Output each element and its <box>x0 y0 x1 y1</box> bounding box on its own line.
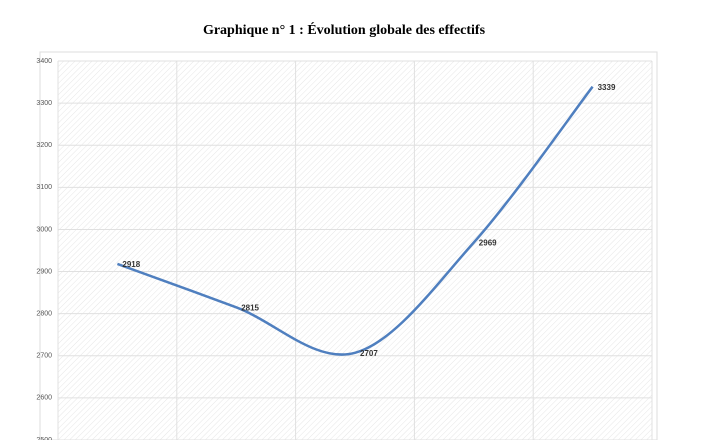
y-tick-label: 3100 <box>36 184 52 191</box>
chart-title: Graphique n° 1 : Évolution globale des e… <box>203 21 486 38</box>
line <box>116 85 594 356</box>
data-label: 2918 <box>122 260 140 269</box>
data-label: 2815 <box>241 303 259 312</box>
y-tick-label: 3400 <box>36 58 52 65</box>
y-tick-label: 3000 <box>36 226 52 233</box>
y-tick-label: 2900 <box>36 268 52 275</box>
y-tick-label: 2600 <box>36 395 52 402</box>
data-label: 2969 <box>479 239 497 248</box>
y-tick-label: 2800 <box>36 311 52 318</box>
y-tick-label: 3300 <box>36 100 52 107</box>
y-tick-label: 2700 <box>36 353 52 360</box>
data-label: 2707 <box>360 349 378 358</box>
y-tick-label: 3200 <box>36 142 52 149</box>
plot-area <box>58 61 652 440</box>
y-tick-label: 2500 <box>36 437 52 440</box>
data-label: 3339 <box>598 83 616 92</box>
